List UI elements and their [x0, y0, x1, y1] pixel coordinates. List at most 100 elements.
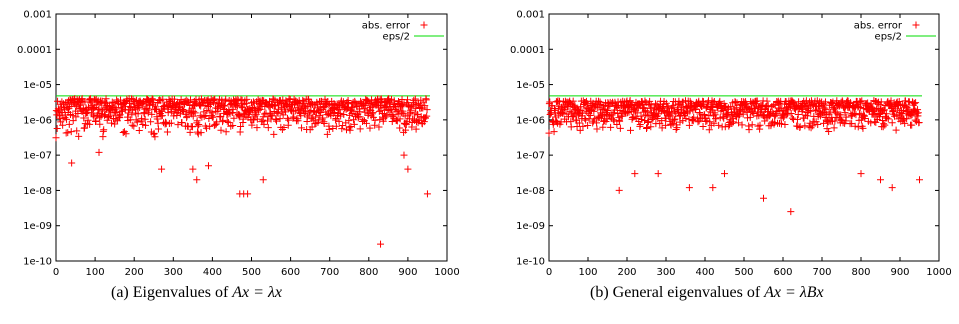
data-point	[616, 117, 624, 125]
data-point	[822, 98, 830, 106]
data-point	[368, 110, 376, 118]
data-point	[128, 121, 136, 129]
data-point	[285, 116, 293, 124]
data-point	[142, 121, 150, 129]
data-point	[748, 121, 756, 129]
data-point	[804, 112, 812, 120]
data-point-outlier	[787, 208, 795, 216]
data-point	[90, 104, 98, 112]
data-point	[751, 104, 759, 112]
data-point	[673, 124, 681, 132]
data-point	[148, 95, 156, 103]
data-point	[796, 123, 804, 131]
data-point	[756, 121, 764, 129]
data-point	[375, 123, 383, 131]
y-tick-label: 0.0001	[510, 45, 545, 56]
data-point	[609, 116, 617, 124]
data-point	[901, 119, 909, 127]
data-point	[858, 97, 866, 105]
data-point	[855, 102, 863, 110]
data-point	[883, 114, 891, 122]
data-point	[414, 110, 422, 118]
data-point	[337, 112, 345, 120]
data-point	[753, 97, 761, 105]
data-point	[582, 116, 590, 124]
data-point	[623, 109, 631, 117]
y-tick-label: 1e-05	[23, 80, 52, 91]
data-point-outlier	[423, 190, 431, 198]
data-point	[567, 123, 575, 131]
data-point	[94, 109, 102, 117]
data-point	[764, 102, 772, 110]
data-point	[550, 128, 558, 136]
data-point	[233, 102, 241, 110]
data-point	[282, 108, 290, 116]
data-point	[786, 103, 794, 111]
data-point	[253, 115, 261, 123]
data-point	[705, 126, 713, 134]
data-point-outlier	[721, 170, 728, 178]
data-point	[586, 111, 594, 119]
data-point	[203, 107, 211, 115]
data-point	[112, 105, 120, 113]
data-point	[647, 123, 655, 131]
data-point	[821, 104, 829, 112]
data-point	[306, 108, 314, 116]
data-point	[420, 118, 428, 126]
data-point	[848, 120, 856, 128]
data-point	[831, 117, 839, 125]
data-point	[308, 115, 316, 123]
data-point	[398, 109, 406, 117]
data-point	[878, 117, 886, 125]
data-point	[335, 117, 343, 125]
data-point	[402, 121, 410, 129]
data-point	[128, 111, 136, 119]
data-point	[840, 104, 848, 112]
data-point	[187, 96, 195, 104]
data-point	[914, 106, 922, 114]
data-point-outlier	[685, 184, 693, 192]
data-point	[881, 121, 889, 129]
data-point	[268, 112, 276, 120]
data-point	[694, 118, 702, 126]
data-point	[880, 106, 888, 114]
data-point	[559, 109, 567, 117]
data-point	[200, 112, 208, 120]
data-point	[209, 113, 217, 121]
data-point	[347, 122, 355, 130]
data-point	[141, 115, 149, 123]
data-point	[144, 109, 152, 117]
plot-frame	[548, 13, 940, 262]
data-point	[298, 124, 306, 132]
x-tick-label: 500	[734, 267, 753, 278]
data-point	[325, 125, 333, 133]
panel-a: 0 100 200 300 400 500 600 700 800 900 1000 0.001 0.0…	[17, 10, 460, 279]
data-point	[222, 128, 230, 136]
data-point	[229, 121, 237, 129]
data-point	[579, 109, 587, 117]
data-point	[566, 107, 574, 115]
data-point	[176, 99, 184, 107]
data-point	[90, 113, 98, 121]
data-point	[156, 96, 164, 104]
x-tick-label: 900	[398, 267, 417, 278]
data-point	[633, 109, 641, 117]
data-point	[876, 113, 884, 121]
data-point	[89, 111, 97, 119]
data-point	[855, 110, 863, 118]
data-point	[770, 101, 778, 109]
data-point	[116, 111, 124, 119]
data-point	[575, 119, 583, 127]
data-point	[233, 101, 241, 109]
data-point	[859, 111, 867, 119]
data-point	[138, 115, 146, 123]
data-point	[837, 111, 845, 119]
data-point	[662, 99, 670, 107]
y-tick-label: 0.001	[516, 10, 545, 21]
panel-b: 0 100 200 300 400 500 600 700 800 900 1000 0.001 0.0…	[510, 10, 952, 279]
data-point	[569, 97, 577, 105]
data-point	[163, 128, 171, 136]
data-point	[781, 121, 789, 129]
data-point	[880, 120, 888, 128]
data-point	[410, 96, 418, 104]
